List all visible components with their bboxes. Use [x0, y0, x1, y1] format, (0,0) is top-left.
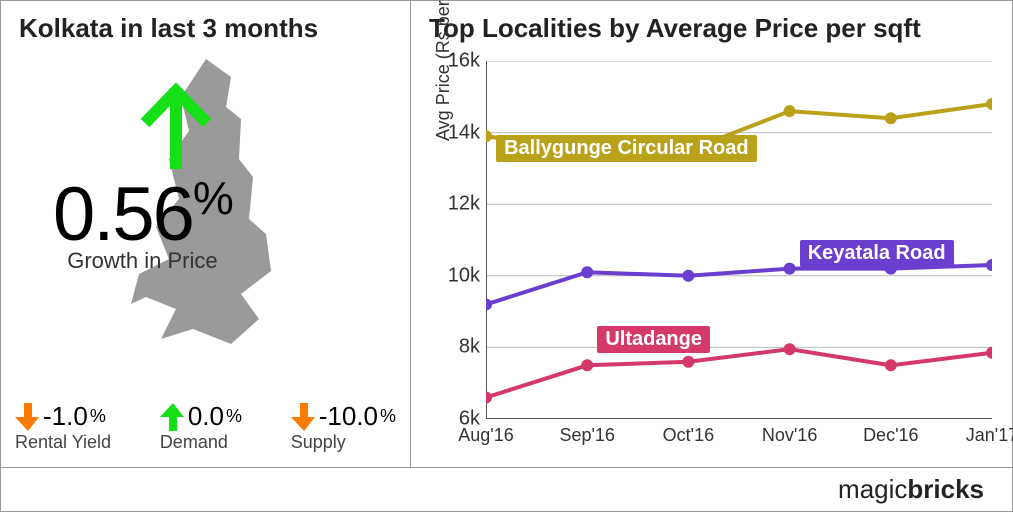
xtick-label: Aug'16 — [458, 419, 514, 446]
ytick-label: 8k — [459, 336, 486, 359]
left-panel: Kolkata in last 3 months 0.56% Growth in… — [1, 1, 411, 467]
series-label: Ultadange — [597, 326, 710, 353]
arrow-down-icon — [291, 402, 317, 432]
left-title: Kolkata in last 3 months — [19, 13, 400, 44]
stat-value: 0.0 — [188, 401, 224, 432]
xtick-label: Dec'16 — [863, 419, 918, 446]
stat-value: -1.0 — [43, 401, 88, 432]
stats-row: -1.0% Rental Yield 0.0% Demand — [15, 401, 396, 453]
xtick-label: Oct'16 — [663, 419, 714, 446]
growth-label: Growth in Price — [53, 248, 232, 274]
brand-logo: magicbricks — [838, 474, 984, 505]
main-row: Kolkata in last 3 months 0.56% Growth in… — [1, 1, 1012, 467]
growth-value-row: 0.56% — [53, 171, 232, 258]
growth-arrow-up-icon — [131, 83, 221, 173]
growth-block: 0.56% Growth in Price — [53, 171, 232, 274]
growth-value: 0.56 — [53, 172, 193, 257]
ytick-label: 10k — [448, 264, 486, 287]
logo-thin: magic — [838, 474, 907, 504]
xtick-label: Sep'16 — [559, 419, 615, 446]
arrow-down-icon — [15, 402, 41, 432]
growth-pct-sign: % — [193, 172, 232, 224]
stat-demand: 0.0% Demand — [160, 401, 242, 453]
ytick-label: 16k — [448, 50, 486, 73]
logo-bold: bricks — [907, 474, 984, 504]
chart-plot-area: 6k8k10k12k14k16kAug'16Sep'16Oct'16Nov'16… — [486, 61, 992, 419]
stat-value: -10.0 — [319, 401, 378, 432]
stat-rental-yield: -1.0% Rental Yield — [15, 401, 111, 453]
footer-bar: magicbricks — [1, 467, 1012, 511]
right-title: Top Localities by Average Price per sqft — [429, 13, 992, 44]
series-label: Keyatala Road — [800, 240, 954, 267]
infographic-container: Kolkata in last 3 months 0.56% Growth in… — [0, 0, 1013, 512]
xtick-label: Jan'17 — [966, 419, 1013, 446]
ytick-label: 14k — [448, 121, 486, 144]
stat-label: Supply — [291, 432, 396, 453]
stat-supply: -10.0% Supply — [291, 401, 396, 453]
stat-label: Rental Yield — [15, 432, 111, 453]
right-panel: Top Localities by Average Price per sqft… — [411, 1, 1012, 467]
ytick-label: 12k — [448, 193, 486, 216]
xtick-label: Nov'16 — [762, 419, 817, 446]
arrow-up-icon — [160, 402, 186, 432]
series-label: Ballygunge Circular Road — [496, 135, 757, 162]
stat-label: Demand — [160, 432, 242, 453]
